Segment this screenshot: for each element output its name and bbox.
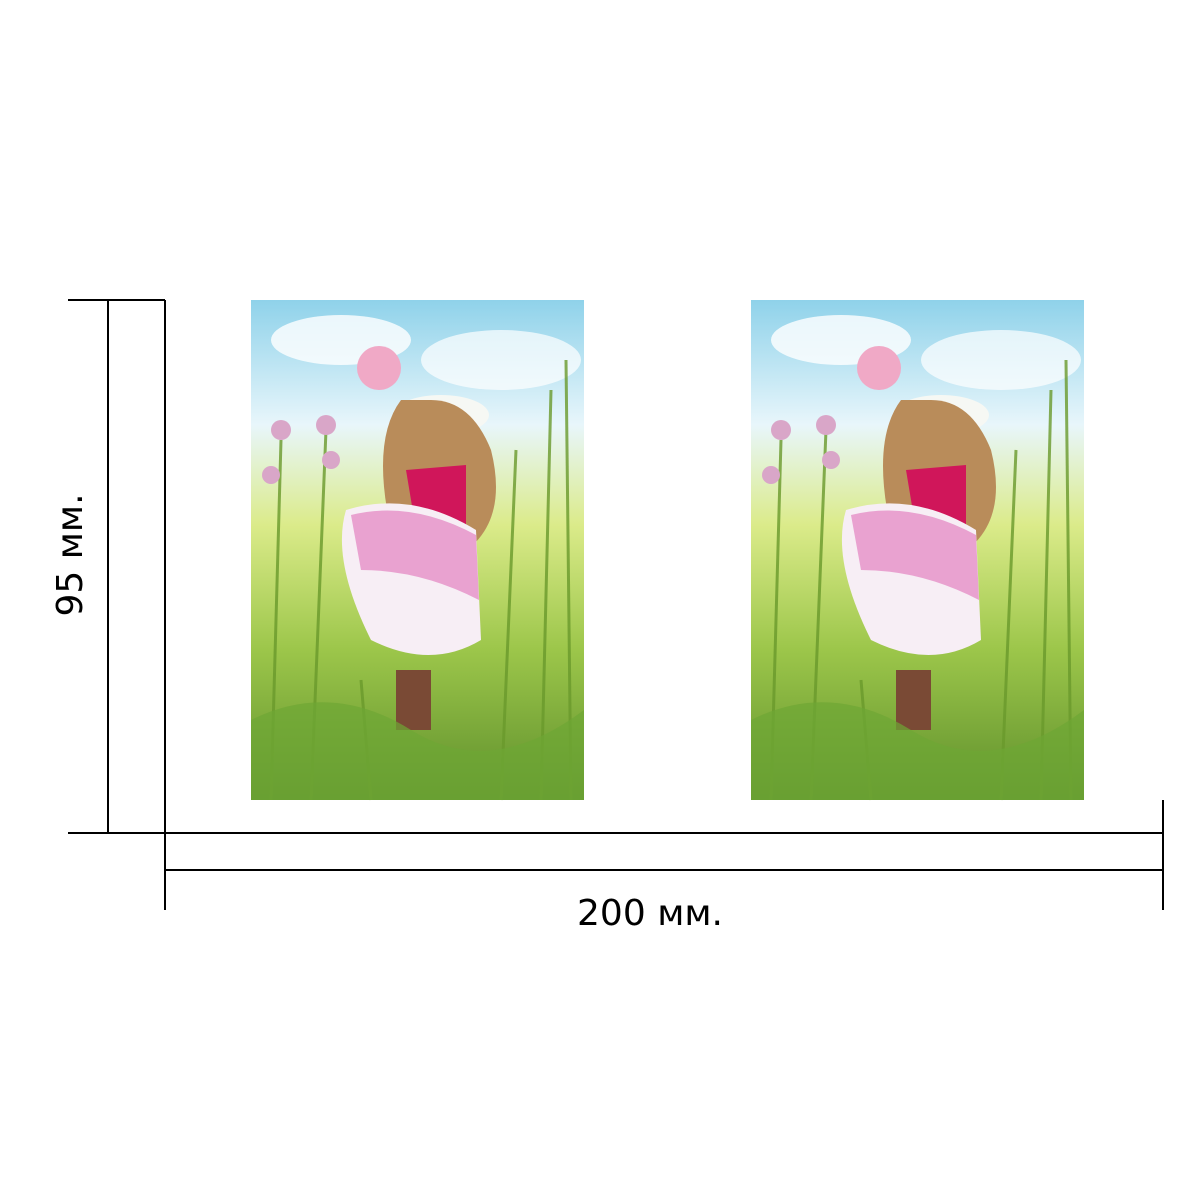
width-label: 200 мм. <box>577 893 723 934</box>
height-label: 95 мм. <box>50 493 91 616</box>
photo <box>249 298 586 802</box>
photo <box>749 298 1086 802</box>
width-dimension <box>164 800 1164 910</box>
height-dimension <box>68 299 166 834</box>
